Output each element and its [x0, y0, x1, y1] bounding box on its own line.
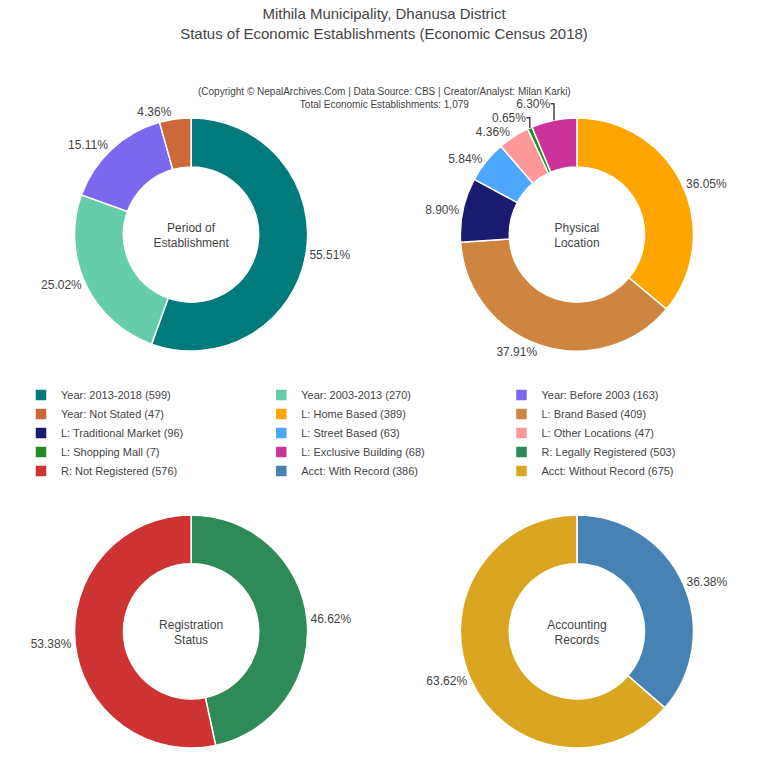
svg-text:63.62%: 63.62% — [426, 674, 467, 688]
svg-text:37.91%: 37.91% — [496, 345, 537, 359]
svg-text:L: Street Based (63): L: Street Based (63) — [301, 427, 399, 439]
svg-text:RegistrationStatus: RegistrationStatus — [159, 618, 223, 648]
svg-text:Acct: With Record (386): Acct: With Record (386) — [301, 465, 418, 477]
svg-text:R: Not Registered (576): R: Not Registered (576) — [61, 465, 177, 477]
svg-text:4.36%: 4.36% — [476, 125, 510, 139]
svg-text:L: Other Locations (47): L: Other Locations (47) — [541, 427, 654, 439]
svg-text:8.90%: 8.90% — [425, 203, 459, 217]
svg-text:L: Home Based (389): L: Home Based (389) — [301, 408, 406, 420]
svg-text:15.11%: 15.11% — [68, 138, 108, 152]
svg-text:L: Traditional Market (96): L: Traditional Market (96) — [61, 427, 183, 439]
svg-text:(Copyright © NepalArchives.Com: (Copyright © NepalArchives.Com | Data So… — [198, 86, 571, 110]
svg-text:Period ofEstablishment: Period ofEstablishment — [153, 221, 229, 251]
svg-text:36.05%: 36.05% — [686, 177, 727, 191]
svg-text:Year: 2013-2018 (599): Year: 2013-2018 (599) — [61, 389, 171, 401]
svg-text:R: Legally Registered (503): R: Legally Registered (503) — [541, 446, 675, 458]
svg-text:0.65%: 0.65% — [492, 111, 526, 125]
svg-text:Year: Before 2003 (163): Year: Before 2003 (163) — [541, 389, 658, 401]
svg-text:L: Brand Based (409): L: Brand Based (409) — [541, 408, 646, 420]
svg-text:Acct: Without Record (675): Acct: Without Record (675) — [541, 465, 673, 477]
svg-text:L: Exclusive Building (68): L: Exclusive Building (68) — [301, 446, 425, 458]
svg-text:46.62%: 46.62% — [310, 612, 351, 626]
svg-text:PhysicalLocation: PhysicalLocation — [554, 221, 599, 251]
svg-text:6.30%: 6.30% — [516, 97, 550, 111]
svg-text:36.38%: 36.38% — [686, 575, 727, 589]
svg-text:L: Shopping Mall (7): L: Shopping Mall (7) — [61, 446, 159, 458]
svg-text:Mithila Municipality, Dhanusa: Mithila Municipality, Dhanusa DistrictSt… — [180, 5, 588, 42]
svg-text:Year: Not Stated (47): Year: Not Stated (47) — [61, 408, 164, 420]
svg-text:55.51%: 55.51% — [309, 248, 350, 262]
svg-text:53.38%: 53.38% — [31, 637, 72, 651]
svg-text:Year: 2003-2013 (270): Year: 2003-2013 (270) — [301, 389, 411, 401]
svg-text:4.36%: 4.36% — [137, 105, 171, 119]
svg-text:5.84%: 5.84% — [448, 152, 482, 166]
svg-text:25.02%: 25.02% — [41, 278, 82, 292]
svg-text:AccountingRecords: AccountingRecords — [547, 618, 606, 648]
